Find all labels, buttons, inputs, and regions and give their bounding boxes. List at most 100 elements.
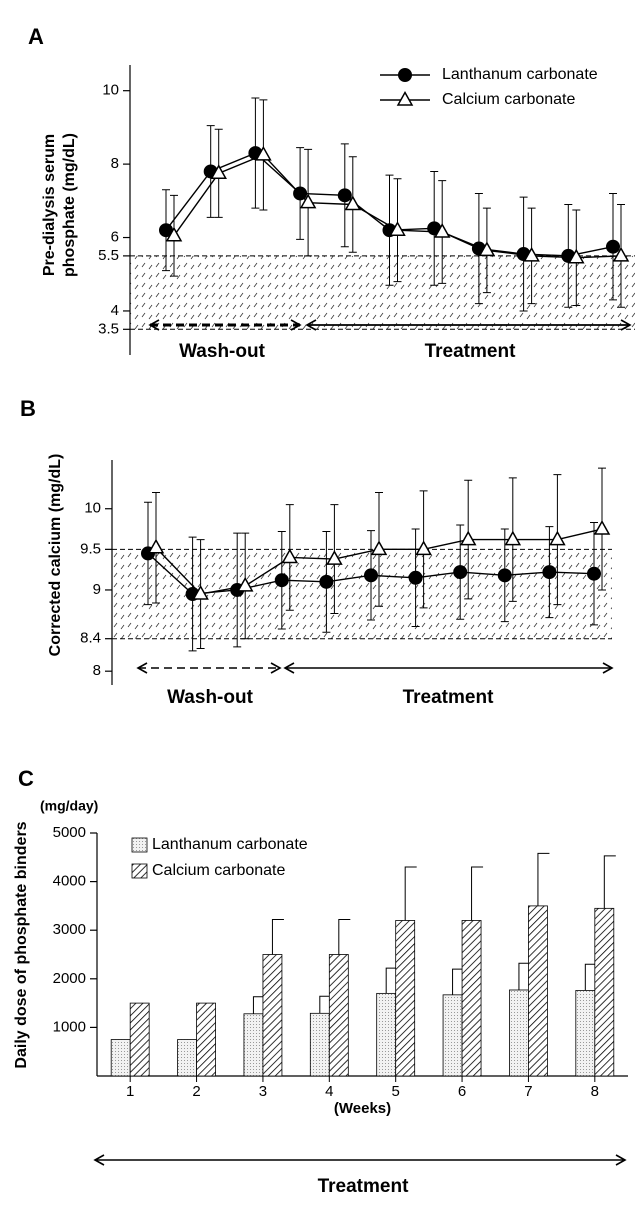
period-label: Wash-out <box>179 341 266 362</box>
y-tick-label: 6 <box>111 229 119 246</box>
data-point <box>433 222 451 238</box>
x-tick-label: 4 <box>325 1083 333 1100</box>
bar <box>376 992 397 1077</box>
period-label: Treatment <box>425 341 516 362</box>
y-tick-label: 9 <box>93 581 101 598</box>
y-unit: (mg/day) <box>40 798 98 814</box>
data-point <box>389 221 406 236</box>
y-tick-label: 4000 <box>53 873 86 890</box>
y-tick-label: 3000 <box>53 921 86 938</box>
data-point <box>453 565 468 580</box>
data-point <box>523 246 540 262</box>
data-point <box>344 195 362 211</box>
legend-label: Lanthanum carbonate <box>442 66 598 83</box>
data-point <box>568 248 585 264</box>
y-axis-label: Daily dose of phosphate binders <box>13 821 30 1068</box>
bar <box>262 954 283 1077</box>
data-point <box>606 239 620 254</box>
y-tick-label: 5000 <box>53 824 86 841</box>
error-bar <box>537 852 550 906</box>
bar <box>177 1039 197 1077</box>
panel-label: A <box>28 24 44 49</box>
data-point <box>364 568 378 583</box>
data-point <box>326 550 343 565</box>
y-tick-label: 2000 <box>53 970 86 987</box>
y-tick-label: 3.5 <box>98 320 119 337</box>
y-axis-label: Corrected calcium (mg/dL) <box>47 454 64 657</box>
error-bar <box>471 866 484 921</box>
y-tick-label: 4 <box>111 302 119 319</box>
bar <box>461 920 482 1077</box>
y-axis-label: phosphate (mg/dL) <box>61 133 78 277</box>
data-point <box>593 520 611 535</box>
data-point <box>192 584 209 600</box>
bar <box>594 907 615 1077</box>
data-point <box>147 538 165 554</box>
period-label: Treatment <box>318 1176 409 1197</box>
data-point <box>504 530 522 546</box>
data-point <box>319 574 334 589</box>
y-tick-label: 5.5 <box>98 247 119 264</box>
normal-range <box>130 255 635 330</box>
error-bar <box>603 855 616 909</box>
legend-label: Calcium carbonate <box>152 862 286 879</box>
period-label: Treatment <box>403 687 494 708</box>
legend-marker <box>396 90 414 106</box>
data-point <box>408 570 423 585</box>
error-bar <box>404 866 417 921</box>
data-point <box>587 566 601 581</box>
bar <box>509 989 529 1077</box>
data-point <box>612 246 630 262</box>
x-tick-label: 3 <box>259 1083 267 1100</box>
y-tick-label: 8.4 <box>80 630 101 647</box>
data-point <box>281 548 299 564</box>
y-tick-label: 8 <box>93 662 101 679</box>
data-point <box>542 565 557 580</box>
bar <box>129 1002 150 1077</box>
x-tick-label: 8 <box>591 1083 599 1100</box>
x-tick-label: 1 <box>126 1083 134 1100</box>
x-tick-label: 6 <box>458 1083 466 1100</box>
panel-label: B <box>20 396 36 421</box>
x-tick-label: 7 <box>524 1083 532 1100</box>
legend-label: Lanthanum carbonate <box>152 836 308 853</box>
bar <box>575 990 596 1077</box>
y-tick-label: 10 <box>84 500 101 517</box>
data-point <box>478 241 496 257</box>
error-bar <box>271 919 284 955</box>
bar <box>328 954 349 1077</box>
bar <box>442 994 463 1077</box>
bar <box>110 1039 131 1077</box>
data-point <box>236 576 254 592</box>
y-tick-label: 1000 <box>53 1018 86 1035</box>
bar <box>243 1013 264 1077</box>
legend-marker <box>398 68 412 82</box>
y-tick-label: 8 <box>111 155 119 172</box>
data-point <box>459 530 477 546</box>
data-point <box>274 573 289 588</box>
x-tick-label: 5 <box>392 1083 400 1100</box>
legend-swatch <box>131 837 148 853</box>
y-tick-label: 10 <box>102 82 119 99</box>
y-tick-label: 9.5 <box>80 540 101 557</box>
period-label: Wash-out <box>167 687 254 708</box>
panel-label: C <box>18 766 34 791</box>
x-axis-label: (Weeks) <box>334 1100 391 1117</box>
bar <box>196 1002 216 1077</box>
data-point <box>255 145 272 161</box>
bar <box>395 920 416 1077</box>
bar <box>309 1012 330 1077</box>
data-point <box>549 530 566 546</box>
data-point <box>210 164 227 180</box>
data-point <box>497 568 512 583</box>
data-point <box>165 226 183 242</box>
x-tick-label: 2 <box>192 1083 200 1100</box>
y-axis-label: Pre-dialysis serum <box>41 134 58 276</box>
legend-label: Calcium carbonate <box>442 91 576 108</box>
data-point <box>337 188 352 203</box>
legend-swatch <box>131 863 148 879</box>
data-point <box>370 540 388 556</box>
bar <box>528 905 548 1077</box>
